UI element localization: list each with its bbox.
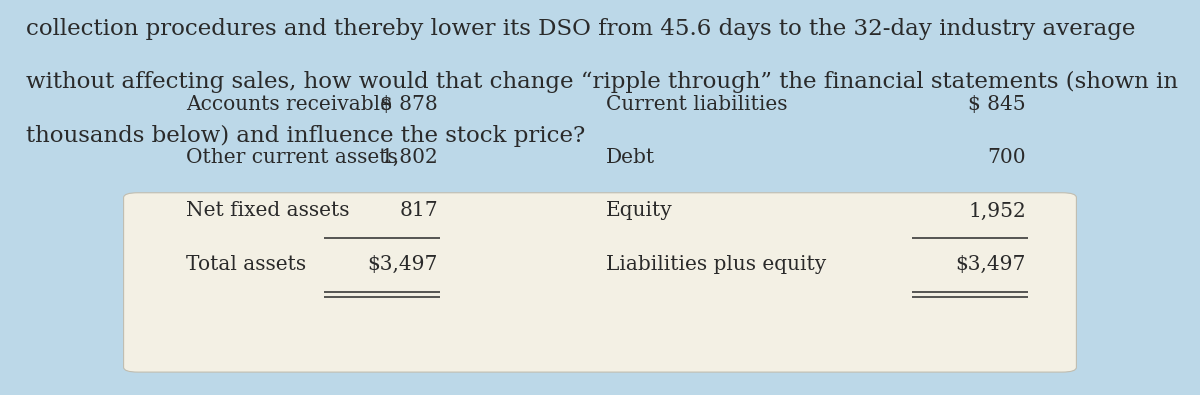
Text: 1,802: 1,802: [380, 148, 438, 167]
Text: $ 878: $ 878: [380, 95, 438, 114]
Text: without affecting sales, how would that change “ripple through” the financial st: without affecting sales, how would that …: [26, 71, 1178, 93]
Text: Other current assets: Other current assets: [186, 148, 397, 167]
Text: $ 845: $ 845: [968, 95, 1026, 114]
Text: 1,952: 1,952: [968, 201, 1026, 220]
Text: $3,497: $3,497: [367, 255, 438, 274]
Text: collection procedures and thereby lower its DSO from 45.6 days to the 32-day ind: collection procedures and thereby lower …: [26, 18, 1135, 40]
Text: Equity: Equity: [606, 201, 673, 220]
Text: Liabilities plus equity: Liabilities plus equity: [606, 255, 827, 274]
Text: Accounts receivable: Accounts receivable: [186, 95, 392, 114]
Text: 817: 817: [400, 201, 438, 220]
Text: Total assets: Total assets: [186, 255, 306, 274]
Text: Current liabilities: Current liabilities: [606, 95, 787, 114]
Text: thousands below) and influence the stock price?: thousands below) and influence the stock…: [26, 124, 586, 147]
Text: Debt: Debt: [606, 148, 655, 167]
Text: 700: 700: [988, 148, 1026, 167]
FancyBboxPatch shape: [124, 193, 1076, 372]
Text: Net fixed assets: Net fixed assets: [186, 201, 349, 220]
Text: $3,497: $3,497: [955, 255, 1026, 274]
